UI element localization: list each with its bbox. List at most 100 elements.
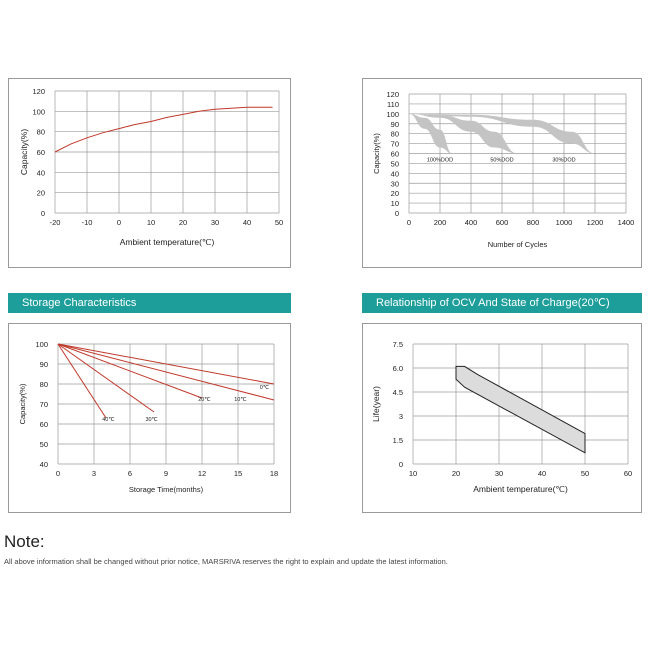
chart-panel-cycles: 0 200 400 600 800 1000 1200 1400 0 10 20 30 40 50 60 70… bbox=[362, 78, 642, 268]
y-tick-label: 50 bbox=[391, 159, 399, 168]
y-tick-label: 120 bbox=[32, 87, 45, 96]
x-tick-label: 0 bbox=[56, 469, 60, 478]
series-line bbox=[54, 106, 273, 153]
x-tick-label: 1400 bbox=[618, 218, 635, 227]
y-tick-label: 40 bbox=[391, 169, 399, 178]
x-tick-label: 1200 bbox=[587, 218, 604, 227]
ocv-header: Relationship of OCV And State of Charge(… bbox=[362, 293, 642, 313]
y-tick-label: 3 bbox=[399, 412, 403, 421]
x-tick-label: 0 bbox=[407, 218, 411, 227]
note-text: All above information shall be changed w… bbox=[4, 557, 448, 566]
x-tick-label: 1000 bbox=[556, 218, 573, 227]
chart-temperature-capacity: -20 -10 0 10 20 30 40 50 0 20 40 60 80 100 120 Ambient … bbox=[19, 87, 283, 247]
series-annotation: 40℃ bbox=[102, 417, 115, 423]
y-tick-label: 40 bbox=[37, 168, 45, 177]
y-tick-label: 100 bbox=[32, 107, 45, 116]
series-annotation: 30%DOD bbox=[552, 157, 575, 163]
y-axis-label: Capacity(%) bbox=[19, 129, 29, 175]
series-line bbox=[57, 343, 107, 419]
y-tick-label: 80 bbox=[37, 128, 45, 137]
chart-life-temperature: 10 20 30 40 50 60 0 1.5 3 4.5 6.0 7.5 Ambient temper… bbox=[371, 340, 632, 494]
y-tick-label: 90 bbox=[40, 360, 48, 369]
series-annotation: 100%DOD bbox=[427, 157, 453, 163]
y-tick-label: 70 bbox=[40, 400, 48, 409]
y-tick-label: 90 bbox=[391, 120, 399, 129]
x-tick-label: 3 bbox=[92, 469, 96, 478]
y-tick-label: 10 bbox=[391, 199, 399, 208]
series-line bbox=[57, 343, 275, 401]
x-axis-label: Number of Cycles bbox=[488, 240, 548, 249]
note-title: Note: bbox=[4, 532, 45, 551]
y-tick-label: 6.0 bbox=[393, 364, 403, 373]
y-tick-label: 60 bbox=[37, 148, 45, 157]
y-tick-label: 0 bbox=[41, 209, 45, 218]
x-tick-label: 800 bbox=[527, 218, 540, 227]
chart-cycles-capacity: 0 200 400 600 800 1000 1200 1400010203040506070… bbox=[372, 90, 635, 249]
x-tick-label: 600 bbox=[496, 218, 509, 227]
x-tick-label: 50 bbox=[581, 469, 589, 478]
y-tick-label: 100 bbox=[35, 340, 48, 349]
y-tick-label: 110 bbox=[387, 100, 399, 109]
ocv-title: Relationship of OCV And State of Charge(… bbox=[376, 297, 610, 309]
y-tick-label: 20 bbox=[37, 189, 45, 198]
x-tick-label: 60 bbox=[624, 469, 632, 478]
y-axis-label: Capacity(%) bbox=[18, 383, 27, 424]
x-tick-label: 0 bbox=[117, 218, 121, 227]
x-tick-label: 40 bbox=[243, 218, 251, 227]
x-axis-label: Storage Time(months) bbox=[129, 485, 204, 494]
storage-characteristics-title: Storage Characteristics bbox=[22, 297, 137, 309]
chart-panel-temperature: -20 -10 0 10 20 30 40 50 0 20 40 60 80 100 120 Ambient … bbox=[8, 78, 291, 268]
life-band bbox=[455, 365, 586, 454]
x-tick-label: 40 bbox=[538, 469, 546, 478]
x-tick-label: 6 bbox=[128, 469, 132, 478]
x-tick-label: -20 bbox=[50, 218, 61, 227]
x-tick-label: 20 bbox=[452, 469, 460, 478]
x-tick-label: 30 bbox=[211, 218, 219, 227]
y-tick-label: 80 bbox=[391, 130, 399, 139]
series-annotation: 50%DOD bbox=[490, 157, 513, 163]
series-line bbox=[57, 343, 203, 399]
series-annotation: 0℃ bbox=[260, 385, 270, 391]
y-axis-label: Life(year) bbox=[371, 386, 381, 422]
y-axis-label: Capacity(%) bbox=[372, 133, 381, 174]
dod-band bbox=[409, 113, 595, 154]
y-tick-label: 30 bbox=[391, 179, 399, 188]
x-tick-label: 50 bbox=[275, 218, 283, 227]
chart-storage-time: 0 3 6 9 12 15 18 40 50 60 70 80 90 100 Storage Time(mo… bbox=[18, 340, 278, 494]
x-axis-label: Ambient temperature(℃) bbox=[473, 484, 568, 494]
dod-band bbox=[409, 113, 518, 154]
storage-characteristics-header: Storage Characteristics bbox=[8, 293, 291, 313]
x-tick-label: 200 bbox=[434, 218, 447, 227]
series-annotation: 20℃ bbox=[198, 397, 211, 403]
chart-panel-life: 10 20 30 40 50 60 0 1.5 3 4.5 6.0 7.5 Ambient temper… bbox=[362, 323, 642, 513]
x-tick-label: 400 bbox=[465, 218, 478, 227]
y-tick-label: 40 bbox=[40, 460, 48, 469]
y-tick-label: 7.5 bbox=[393, 340, 403, 349]
chart-panel-storage: 0 3 6 9 12 15 18 40 50 60 70 80 90 100 Storage Time(mo… bbox=[8, 323, 291, 513]
x-tick-label: 20 bbox=[179, 218, 187, 227]
x-tick-label: -10 bbox=[82, 218, 93, 227]
y-tick-label: 100 bbox=[386, 110, 399, 119]
dod-band bbox=[409, 113, 453, 154]
series-annotation: 10℃ bbox=[234, 397, 247, 403]
x-tick-label: 18 bbox=[270, 469, 278, 478]
y-tick-label: 60 bbox=[40, 420, 48, 429]
y-tick-label: 50 bbox=[40, 440, 48, 449]
y-tick-label: 120 bbox=[386, 90, 399, 99]
y-tick-label: 0 bbox=[395, 209, 399, 218]
y-tick-label: 20 bbox=[391, 189, 399, 198]
y-tick-label: 4.5 bbox=[393, 388, 403, 397]
x-tick-label: 10 bbox=[409, 469, 417, 478]
series-line bbox=[57, 343, 155, 413]
x-tick-label: 10 bbox=[147, 218, 155, 227]
x-tick-label: 15 bbox=[234, 469, 242, 478]
x-tick-label: 9 bbox=[164, 469, 168, 478]
x-axis-label: Ambient temperature(℃) bbox=[120, 237, 215, 247]
y-tick-label: 80 bbox=[40, 380, 48, 389]
y-tick-label: 0 bbox=[399, 460, 403, 469]
series-annotation: 30℃ bbox=[145, 417, 158, 423]
y-tick-label: 1.5 bbox=[393, 436, 403, 445]
y-tick-label: 70 bbox=[391, 140, 399, 149]
x-tick-label: 12 bbox=[198, 469, 206, 478]
y-tick-label: 60 bbox=[391, 150, 399, 159]
